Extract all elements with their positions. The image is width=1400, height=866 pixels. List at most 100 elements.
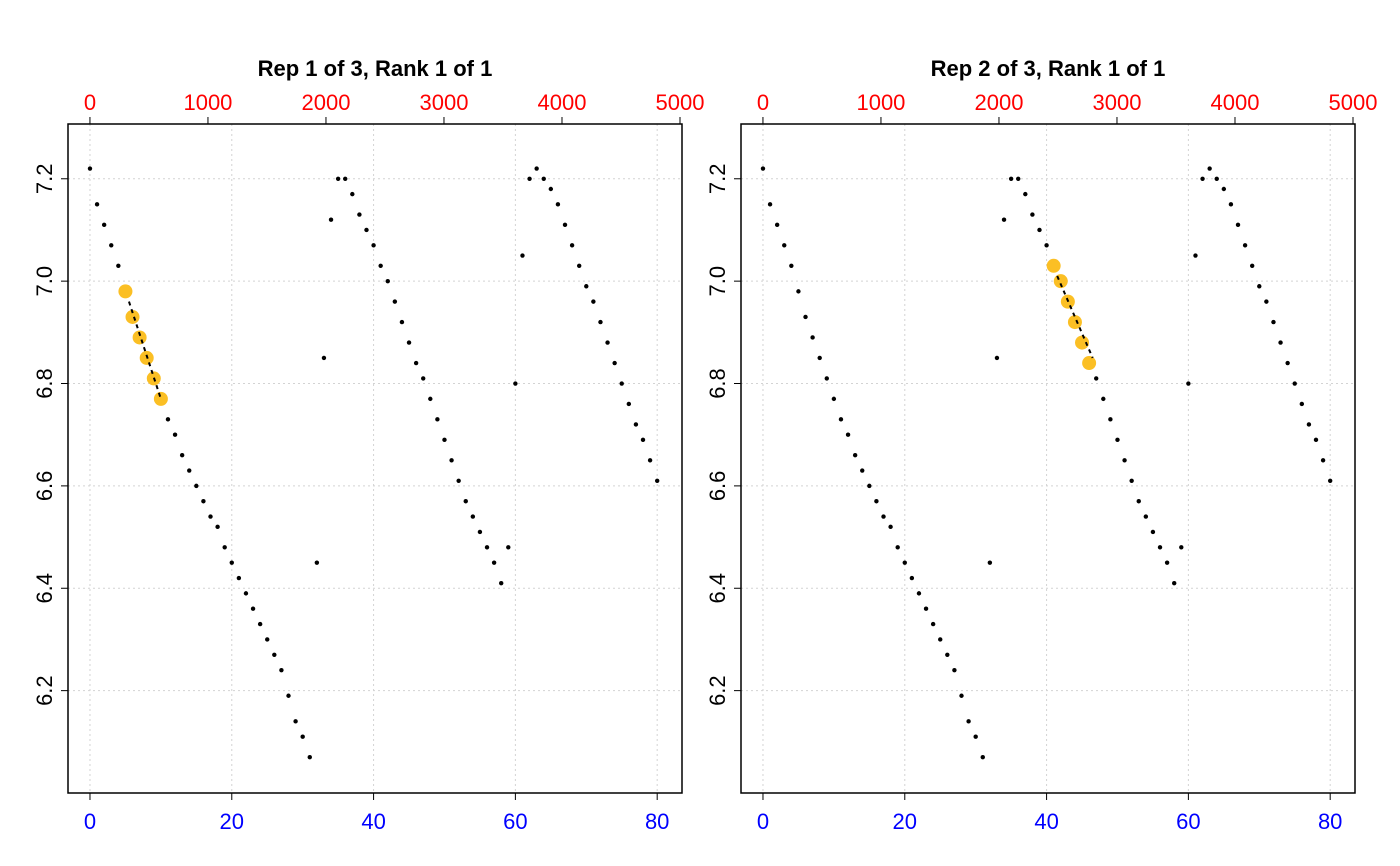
point <box>1094 376 1099 381</box>
point <box>172 432 178 437</box>
point <box>1200 176 1205 181</box>
point <box>1235 222 1241 228</box>
point <box>945 652 950 657</box>
point <box>371 243 376 248</box>
point <box>87 166 93 171</box>
point <box>987 560 993 565</box>
point <box>994 355 1000 361</box>
point <box>938 637 943 642</box>
point <box>959 693 964 698</box>
highlight-point <box>132 330 147 345</box>
y-tick-label: 7.0 <box>32 266 57 297</box>
point <box>1214 176 1219 181</box>
y-tick-label: 7.2 <box>705 163 730 194</box>
point <box>774 222 780 228</box>
point <box>888 524 893 530</box>
point <box>576 263 582 268</box>
point <box>1292 381 1297 386</box>
point <box>916 591 922 596</box>
point <box>796 289 801 294</box>
point <box>923 606 929 611</box>
point <box>456 478 461 483</box>
point <box>767 202 773 207</box>
highlight-point <box>118 284 133 299</box>
point <box>1136 499 1141 504</box>
x-tick-label: 20 <box>220 809 244 834</box>
point <box>165 417 171 422</box>
point <box>321 355 327 361</box>
x-tick-label: 20 <box>893 809 917 834</box>
point <box>1285 360 1290 366</box>
point <box>760 166 766 171</box>
point <box>860 468 865 473</box>
point <box>1278 340 1283 345</box>
point <box>179 452 185 458</box>
point <box>1143 514 1149 519</box>
x2-tick-label: 4000 <box>538 90 587 115</box>
point <box>782 243 787 248</box>
point <box>1115 437 1120 443</box>
point <box>187 468 192 473</box>
point <box>392 299 398 304</box>
chart-title: Rep 1 of 3, Rank 1 of 1 <box>258 56 493 81</box>
point <box>654 478 660 483</box>
point <box>626 401 632 407</box>
x-tick-label: 40 <box>1034 809 1058 834</box>
x2-tick-label: 0 <box>84 90 96 115</box>
point <box>789 263 794 268</box>
point <box>1023 191 1028 197</box>
x2-tick-label: 0 <box>757 90 769 115</box>
point <box>640 437 646 443</box>
plot-frame <box>740 123 1356 794</box>
x2-tick-label: 2000 <box>974 90 1023 115</box>
point <box>314 560 320 565</box>
highlight-point <box>1046 258 1061 273</box>
point <box>236 575 242 581</box>
point <box>534 166 539 171</box>
point <box>612 360 617 366</box>
point <box>399 319 405 325</box>
point <box>555 202 561 207</box>
point <box>1157 545 1163 550</box>
point <box>335 176 341 181</box>
point <box>442 437 447 443</box>
point <box>817 355 822 361</box>
point <box>1320 458 1326 463</box>
x2-tick-label: 5000 <box>1329 90 1378 115</box>
point <box>257 621 263 627</box>
point <box>116 263 121 268</box>
point <box>385 278 390 284</box>
point <box>378 263 383 268</box>
point <box>527 176 532 181</box>
point <box>343 176 348 181</box>
point <box>1306 422 1312 427</box>
point <box>881 514 886 519</box>
point <box>831 396 837 402</box>
point <box>328 217 334 222</box>
point <box>357 212 362 217</box>
point <box>406 340 412 345</box>
y-tick-label: 6.4 <box>32 573 57 604</box>
x-tick-label: 60 <box>503 809 527 834</box>
x-tick-label: 80 <box>1318 809 1342 834</box>
point <box>874 499 879 504</box>
point <box>1030 212 1035 217</box>
point <box>484 545 490 550</box>
point <box>1172 580 1177 586</box>
point <box>980 754 985 760</box>
point <box>973 734 978 739</box>
point <box>1179 545 1184 550</box>
point <box>966 719 971 724</box>
point <box>520 253 525 258</box>
point <box>605 340 610 345</box>
point <box>513 381 518 386</box>
point <box>250 606 256 611</box>
point <box>215 524 220 530</box>
y-tick-label: 6.6 <box>705 471 730 502</box>
x-tick-label: 0 <box>757 809 769 834</box>
point <box>491 560 497 565</box>
point <box>1150 529 1156 535</box>
point <box>569 243 575 248</box>
point <box>1221 186 1227 192</box>
